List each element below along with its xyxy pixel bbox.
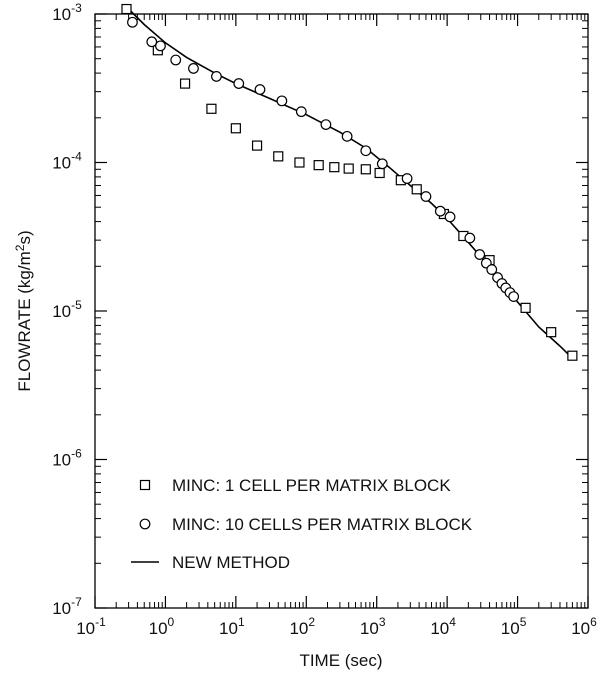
- x-tick-label: 102: [289, 615, 315, 638]
- circle-point: [295, 106, 307, 118]
- legend-label: MINC: 1 CELL PER MATRIX BLOCK: [172, 476, 451, 495]
- square-point: [411, 184, 422, 195]
- square-point: [121, 3, 132, 15]
- square-point: [251, 140, 263, 151]
- circle-point: [376, 158, 388, 170]
- circle-point: [474, 249, 486, 260]
- square-point: [206, 103, 217, 114]
- series-line: [128, 8, 573, 359]
- square-point: [313, 160, 324, 171]
- circle-point: [170, 54, 182, 66]
- square-point: [546, 327, 557, 338]
- markers-square: [121, 3, 578, 361]
- circle-point: [276, 95, 288, 107]
- square-point: [179, 78, 191, 89]
- y-tick-label: 10-5: [52, 298, 82, 321]
- x-tick-label: 105: [501, 615, 527, 638]
- circle-point: [401, 173, 413, 184]
- square-point: [374, 167, 385, 179]
- circle-point: [254, 84, 266, 95]
- y-tick-label: 10-4: [52, 150, 82, 173]
- square-point: [520, 302, 531, 313]
- legend-label: NEW METHOD: [172, 553, 290, 572]
- legend-circle-marker: [139, 518, 151, 530]
- square-point: [343, 163, 354, 174]
- circle-point: [127, 16, 138, 28]
- circle-point: [486, 264, 498, 276]
- x-tick-label: 104: [430, 615, 456, 638]
- series-layer: [121, 3, 578, 361]
- circle-point: [434, 205, 446, 217]
- x-tick-label: 106: [571, 615, 597, 638]
- circle-point: [444, 211, 456, 223]
- markers-circle: [127, 16, 520, 303]
- axis-tick-labels: 10-1 100 101 102 103 104 105 106 10-3 10-4 10-5 10-…: [52, 1, 597, 638]
- square-point: [329, 162, 340, 173]
- y-tick-label: 10-3: [52, 1, 82, 24]
- legend: MINC: 1 CELL PER MATRIX BLOCK MINC: 10 CE…: [131, 476, 473, 572]
- circle-point: [420, 191, 432, 202]
- circle-point: [320, 119, 332, 130]
- circle-point: [341, 130, 353, 142]
- square-point: [273, 151, 284, 162]
- square-point: [230, 123, 241, 134]
- circle-point: [233, 78, 245, 89]
- new-method-curve: [128, 8, 573, 359]
- circle-point: [155, 40, 166, 52]
- circle-point: [188, 63, 199, 74]
- x-tick-label: 101: [219, 615, 245, 638]
- axis-ticks: [94, 13, 589, 609]
- x-axis-title: TIME (sec): [299, 651, 382, 670]
- x-tick-label: 10-1: [76, 615, 106, 638]
- circle-point: [146, 36, 158, 48]
- y-tick-label: 10-6: [52, 447, 82, 470]
- y-axis-title: FLOWRATE (kg/m2s): [13, 230, 34, 391]
- legend-square-marker: [139, 479, 151, 491]
- x-tick-label: 103: [360, 615, 386, 638]
- circle-point: [508, 291, 520, 303]
- square-point: [294, 157, 305, 168]
- square-point: [360, 164, 371, 175]
- circle-point: [211, 71, 222, 82]
- legend-label: MINC: 10 CELLS PER MATRIX BLOCK: [172, 515, 473, 534]
- circle-point: [360, 145, 372, 157]
- y-tick-label: 10-7: [52, 595, 82, 618]
- circle-point: [464, 232, 476, 244]
- x-tick-label: 100: [149, 615, 175, 638]
- square-point: [567, 350, 578, 361]
